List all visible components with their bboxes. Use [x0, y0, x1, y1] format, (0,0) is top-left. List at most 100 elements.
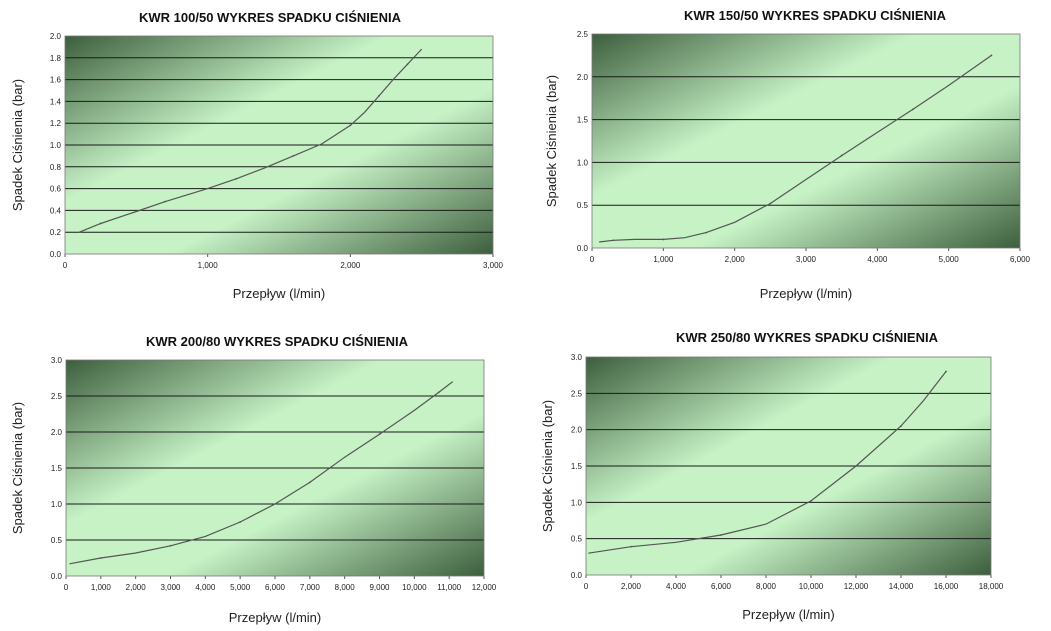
- x-tick-label: 5,000: [230, 583, 251, 592]
- y-tick-label: 0.5: [571, 535, 583, 544]
- x-tick-label: 14,000: [889, 582, 914, 591]
- data-point: [912, 108, 914, 111]
- y-axis-label: Spadek Ciśnienia (bar): [10, 402, 25, 534]
- y-tick-label: 2.5: [51, 392, 63, 401]
- x-tick-label: 0: [64, 583, 69, 592]
- x-tick-label: 3,000: [796, 255, 817, 264]
- y-tick-label: 0.5: [51, 536, 63, 545]
- x-tick-label: 6,000: [1010, 255, 1031, 264]
- x-tick-label: 0: [584, 582, 589, 591]
- plot-area: [592, 34, 1020, 248]
- x-tick-label: 18,000: [979, 582, 1004, 591]
- x-tick-label: 1,000: [198, 261, 219, 270]
- y-tick-label: 2.0: [577, 73, 589, 82]
- data-point: [630, 545, 632, 548]
- y-tick-label: 2.0: [51, 428, 63, 437]
- chart-title: KWR 100/50 WYKRES SPADKU CIŚNIENIA: [139, 10, 402, 25]
- y-tick-label: 1.5: [577, 116, 589, 125]
- data-point: [662, 238, 665, 241]
- y-tick-label: 1.0: [577, 158, 589, 167]
- x-tick-label: 10,000: [799, 582, 824, 591]
- data-point: [292, 155, 295, 157]
- chart-kwr-200-80: KWR 200/80 WYKRES SPADKU CIŚNIENIA 0.0 0.5…: [10, 334, 497, 625]
- data-point: [169, 544, 172, 547]
- data-point: [769, 202, 772, 205]
- y-tick-label: 0.2: [50, 228, 62, 237]
- y-tick-label: 0.6: [50, 185, 62, 194]
- data-point: [612, 239, 615, 242]
- data-point: [990, 54, 993, 57]
- data-point: [378, 433, 381, 436]
- y-tick-label: 1.8: [50, 54, 62, 63]
- x-tick-label: 1,000: [653, 255, 674, 264]
- chart-kwr-250-80: KWR 250/80 WYKRES SPADKU CIŚNIENIA 0.0 0.5…: [540, 330, 1004, 622]
- x-tick-label: 7,000: [300, 583, 321, 592]
- x-tick-label: 2,000: [725, 255, 746, 264]
- series-line: [588, 371, 947, 554]
- y-axis-label: Spadek Ciśnienia (bar): [544, 75, 559, 207]
- x-tick-label: 11,000: [437, 583, 461, 592]
- chart-panel-kwr-100-50: KWR 100/50 WYKRES SPADKU CIŚNIENIA 0.0 0.2…: [0, 0, 520, 310]
- y-tick-label: 0.0: [571, 571, 583, 580]
- data-point: [99, 222, 102, 225]
- plot-frame: [64, 35, 494, 255]
- chart-kwr-150-50: KWR 150/50 WYKRES SPADKU CIŚNIENIA 0.0 0.5…: [544, 8, 1031, 301]
- y-tick-label: 1.2: [50, 119, 62, 128]
- x-tick-label: 6,000: [265, 583, 286, 592]
- data-point: [406, 63, 409, 66]
- x-tick-label: 1,000: [91, 583, 112, 592]
- y-tick-label: 1.0: [571, 498, 583, 507]
- x-tick-label: 8,000: [756, 582, 777, 591]
- y-tick-label: 0.0: [50, 250, 62, 259]
- data-point: [705, 231, 708, 234]
- y-axis-label: Spadek Ciśnienia (bar): [10, 79, 25, 211]
- series-line: [599, 54, 992, 243]
- data-point: [810, 499, 812, 502]
- x-tick-label: 10,000: [402, 583, 427, 592]
- data-point: [163, 200, 166, 203]
- x-tick-label: 2,000: [126, 583, 147, 592]
- x-tick-label: 4,000: [666, 582, 687, 591]
- y-tick-label: 2.5: [577, 30, 589, 39]
- data-point: [239, 521, 242, 523]
- y-tick-label: 0.0: [577, 244, 589, 253]
- data-point: [945, 370, 947, 373]
- plot-frame: [585, 356, 992, 576]
- y-tick-label: 2.0: [50, 32, 62, 41]
- chart-title: KWR 200/80 WYKRES SPADKU CIŚNIENIA: [146, 334, 409, 349]
- y-tick-label: 3.0: [51, 356, 63, 365]
- y-tick-label: 1.0: [50, 141, 62, 150]
- y-tick-label: 1.6: [50, 76, 62, 85]
- x-axis-label: Przepływ (l/min): [233, 286, 325, 301]
- x-tick-label: 2,000: [621, 582, 642, 591]
- x-tick-label: 12,000: [472, 583, 497, 592]
- x-tick-label: 6,000: [711, 582, 732, 591]
- chart-panel-kwr-150-50: KWR 150/50 WYKRES SPADKU CIŚNIENIA 0.0 0.5…: [530, 0, 1045, 310]
- plot-frame: [591, 33, 1021, 249]
- data-point: [720, 534, 722, 536]
- x-tick-label: 0: [63, 261, 68, 270]
- y-tick-label: 1.0: [51, 500, 63, 509]
- y-tick-label: 2.5: [571, 389, 583, 398]
- x-tick-label: 0: [590, 255, 595, 264]
- data-point: [349, 124, 352, 127]
- data-point: [840, 154, 843, 157]
- chart-kwr-100-50: KWR 100/50 WYKRES SPADKU CIŚNIENIA 0.0 0.2…: [10, 10, 504, 301]
- plot-frame: [65, 359, 485, 577]
- x-axis-label: Przepływ (l/min): [742, 607, 834, 622]
- y-tick-label: 0.8: [50, 163, 62, 172]
- x-tick-label: 4,000: [867, 255, 888, 264]
- y-tick-label: 3.0: [571, 353, 583, 362]
- x-tick-label: 4,000: [195, 583, 216, 592]
- chart-panel-kwr-200-80: KWR 200/80 WYKRES SPADKU CIŚNIENIA 0.0 0.5…: [0, 318, 520, 631]
- y-tick-label: 1.5: [571, 462, 583, 471]
- x-tick-label: 2,000: [340, 261, 361, 270]
- x-axis-label: Przepływ (l/min): [229, 610, 321, 625]
- x-tick-label: 16,000: [934, 582, 959, 591]
- x-tick-label: 9,000: [369, 583, 390, 592]
- chart-title: KWR 250/80 WYKRES SPADKU CIŚNIENIA: [676, 330, 939, 345]
- x-axis-label: Przepływ (l/min): [760, 286, 852, 301]
- data-point: [99, 557, 102, 559]
- data-point: [377, 95, 380, 97]
- x-tick-label: 8,000: [335, 583, 356, 592]
